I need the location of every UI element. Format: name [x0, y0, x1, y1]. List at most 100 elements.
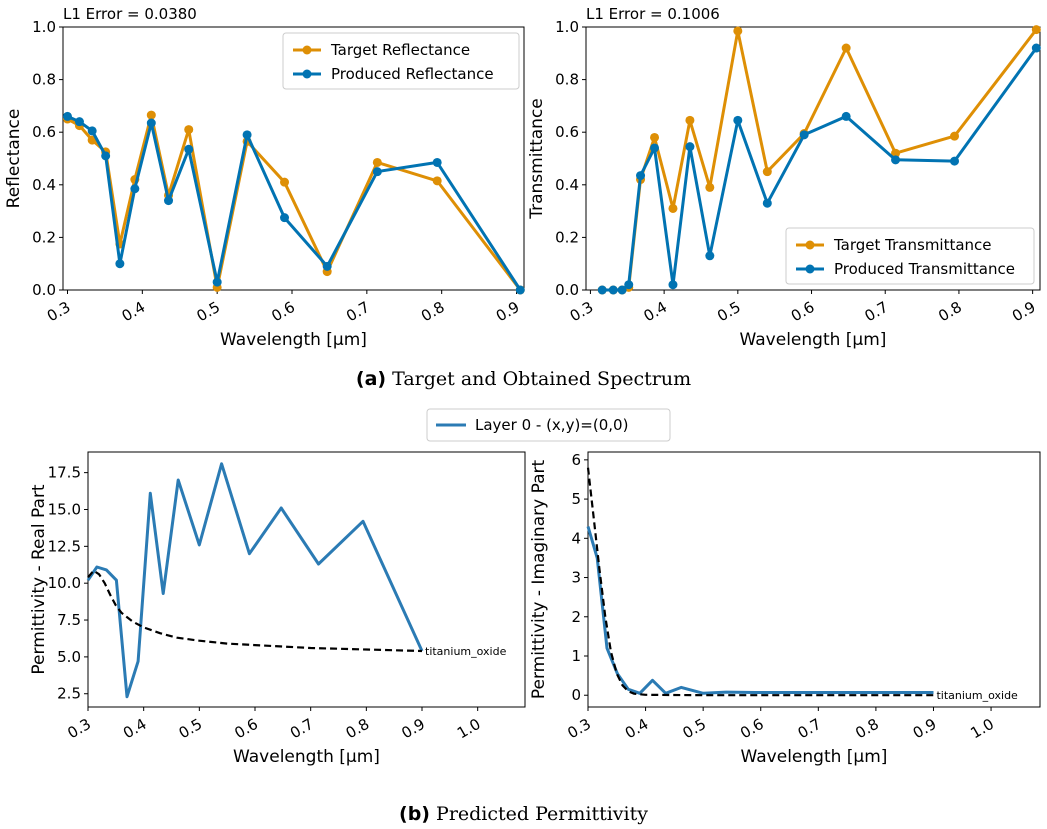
- x-tick-label: 0.6: [231, 715, 261, 743]
- caption-b-text: Predicted Permittivity: [436, 803, 648, 825]
- x-tick-label: 0.8: [343, 715, 373, 743]
- x-tick-label: 0.4: [119, 298, 149, 326]
- y-tick-label: 10.0: [48, 574, 81, 592]
- data-point: [762, 198, 772, 208]
- data-point: [164, 196, 174, 206]
- x-tick-label: 0.3: [44, 298, 74, 326]
- x-tick-label: 0.4: [120, 715, 150, 743]
- data-point: [762, 167, 772, 177]
- data-point: [650, 143, 660, 153]
- data-point: [608, 285, 618, 295]
- x-tick-label: 0.7: [795, 715, 825, 743]
- y-tick-label: 1.0: [32, 18, 56, 36]
- axes-frame: [587, 451, 1041, 708]
- series-line-0: [586, 526, 934, 695]
- chart-perm_imag: 0 1 2 3 4 5 6 0.3 0.4 0.5 0.6 0.7 0.8 0.9 1.0 Wavelengt…: [529, 451, 1041, 767]
- data-point: [1031, 43, 1041, 53]
- y-tick-label: 0.4: [555, 176, 579, 194]
- x-axis-label: Wavelength [µm]: [740, 330, 887, 350]
- legend-box: [426, 408, 671, 442]
- legend-marker: [302, 69, 312, 79]
- data-point: [650, 132, 660, 142]
- data-point: [372, 157, 382, 167]
- y-tick-label: 7.5: [57, 611, 81, 629]
- y-tick-label: 3: [571, 569, 581, 587]
- y-tick-label: 0.0: [555, 281, 579, 299]
- legend-label: Target Transmittance: [833, 236, 992, 254]
- y-axis-label: Permittivity - Imaginary Part: [529, 460, 549, 700]
- x-tick-label: 0.5: [679, 715, 709, 743]
- data-point: [146, 118, 156, 128]
- data-point: [668, 203, 678, 213]
- y-axis-label: Permittivity - Real Part: [29, 484, 49, 675]
- data-point: [515, 285, 525, 295]
- axes-frame: [585, 26, 1041, 291]
- legend-label: Produced Reflectance: [331, 65, 494, 83]
- y-tick-label: 6: [571, 451, 581, 469]
- chart-perm_real: 2.5 5.0 7.5 10.0 12.5 15.0 17.5 0.3 0.4 0.5 0.6 0.7…: [29, 451, 526, 767]
- data-point: [74, 117, 84, 127]
- y-tick-label: 0.8: [555, 71, 579, 89]
- y-axis-label: Transmittance: [527, 98, 547, 220]
- chart-transmittance: 0.0 0.2 0.4 0.6 0.8 1.0 0.3 0.4 0.5 0.6 0.7 0.8 0.9 W…: [527, 5, 1041, 350]
- legend-label: Produced Transmittance: [834, 260, 1015, 278]
- x-tick-label: 0.6: [268, 298, 298, 326]
- data-point: [432, 157, 442, 167]
- x-tick-label: 0.7: [343, 298, 373, 326]
- x-tick-label: 0.9: [1009, 298, 1039, 326]
- data-point: [705, 182, 715, 192]
- legend: Target Reflectance Produced Reflectance: [282, 32, 520, 90]
- caption-b: (b) Predicted Permittivity: [0, 803, 1047, 825]
- data-point: [322, 261, 332, 271]
- x-tick-label: 0.7: [862, 298, 892, 326]
- y-tick-label: 1: [571, 647, 581, 665]
- y-tick-label: 0.6: [555, 123, 579, 141]
- data-point: [212, 277, 222, 287]
- x-tick-label: 0.6: [737, 715, 767, 743]
- data-point: [432, 176, 442, 186]
- caption-b-tag: (b): [399, 803, 430, 825]
- y-tick-label: 0.0: [32, 281, 56, 299]
- y-tick-label: 0.6: [32, 123, 56, 141]
- x-tick-label: 0.4: [640, 298, 670, 326]
- data-point: [668, 280, 678, 290]
- x-tick-label: 0.8: [935, 298, 965, 326]
- x-tick-label: 0.9: [398, 715, 428, 743]
- data-point: [685, 115, 695, 125]
- y-tick-label: 0.4: [32, 176, 56, 194]
- reference-line-1: [586, 467, 934, 697]
- legend-box: [282, 32, 520, 90]
- y-tick-label: 4: [571, 529, 581, 547]
- legend-marker: [302, 45, 312, 55]
- data-point: [115, 259, 125, 269]
- y-tick-label: 0.2: [32, 228, 56, 246]
- data-point: [372, 167, 382, 177]
- y-tick-label: 17.5: [48, 464, 81, 482]
- series-line-0: [86, 462, 424, 699]
- x-tick-label: 0.7: [287, 715, 317, 743]
- material-label: titanium_oxide: [425, 645, 507, 658]
- y-tick-label: 0.2: [555, 228, 579, 246]
- x-tick-label: 1.0: [454, 715, 484, 743]
- chart-title: L1 Error = 0.0380: [63, 5, 197, 23]
- data-point: [184, 125, 194, 135]
- caption-a: (a) Target and Obtained Spectrum: [0, 368, 1047, 390]
- data-point: [280, 213, 290, 223]
- chart-title: L1 Error = 0.1006: [586, 5, 720, 23]
- x-tick-label: 0.3: [64, 715, 94, 743]
- series-line-0: [66, 113, 522, 291]
- data-point: [733, 115, 743, 125]
- data-point: [636, 171, 646, 181]
- data-point: [891, 148, 901, 158]
- y-tick-label: 2.5: [57, 685, 81, 703]
- data-point: [101, 151, 111, 161]
- x-tick-label: 1.0: [967, 715, 997, 743]
- x-tick-label: 0.5: [194, 298, 224, 326]
- y-tick-label: 5: [571, 490, 581, 508]
- chart-reflectance: 0.0 0.2 0.4 0.6 0.8 1.0 0.3 0.4 0.5 0.6 0.7 0.8 0.9 W…: [4, 5, 525, 350]
- data-point: [950, 156, 960, 166]
- caption-a-text: Target and Obtained Spectrum: [392, 368, 692, 390]
- axes-frame: [87, 451, 526, 708]
- y-tick-label: 0.8: [32, 71, 56, 89]
- x-tick-label: 0.5: [714, 298, 744, 326]
